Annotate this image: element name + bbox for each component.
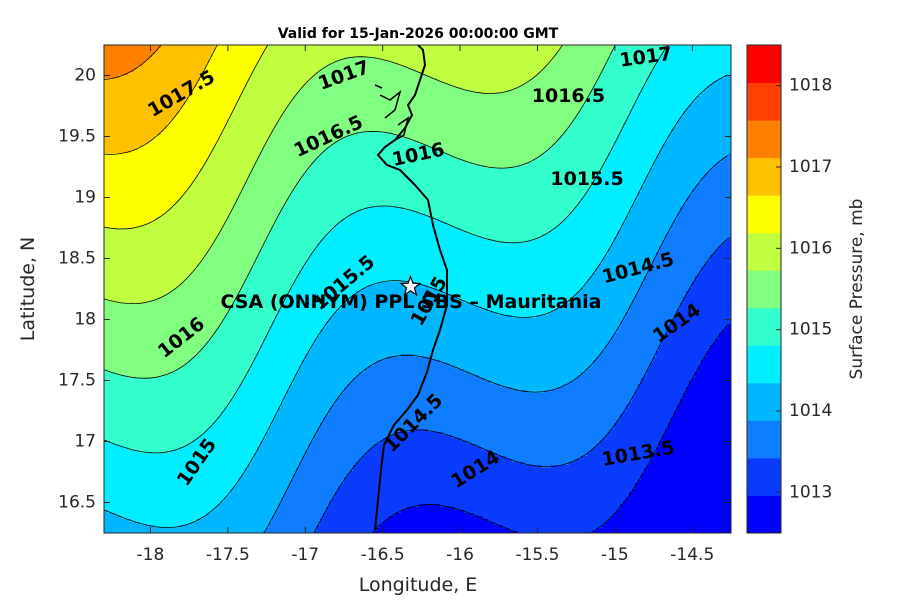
plot-frame <box>103 44 732 534</box>
colorbar: 1013 1014 1015 1016 1017 1018 <box>746 44 832 534</box>
colorbar-tick-label: 1014 <box>789 401 832 421</box>
colorbar-band <box>747 270 781 309</box>
contour-line <box>104 45 218 155</box>
colorbar-band <box>747 195 781 234</box>
colorbar-band <box>747 45 781 84</box>
colorbar-band <box>747 307 781 346</box>
contour-line <box>436 9 512 18</box>
colorbar-band <box>747 82 781 121</box>
contour-line <box>104 45 269 230</box>
x-axis-ticks: -18 -17.5 -17 -16.5 -16 -15.5 -15 -14.5 <box>137 45 714 565</box>
colorbar-band <box>747 345 781 384</box>
y-tick-label: 18.5 <box>58 249 96 269</box>
y-axis-ticks: 16.5 17 17.5 18 18.5 19 19.5 20 <box>58 66 731 513</box>
colorbar-label: Surface Pressure, mb <box>847 199 867 380</box>
colorbar-band <box>747 495 781 534</box>
y-tick-label: 19 <box>74 188 96 208</box>
contour-line <box>104 45 564 305</box>
contour-line <box>104 45 669 454</box>
y-tick-label: 19.5 <box>58 127 96 147</box>
y-tick-label: 17.5 <box>58 371 96 391</box>
x-tick-label: -15.5 <box>515 545 559 565</box>
x-tick-label: -16 <box>446 545 474 565</box>
colorbar-band <box>747 420 781 459</box>
colorbar-tick-label: 1013 <box>789 482 832 502</box>
plot-area: 1017.5 1017 10171016.51016.510161015.51015… <box>104 9 731 533</box>
contour-label: 1015.5 <box>550 168 623 190</box>
contour-line <box>104 45 162 80</box>
colorbar-band <box>747 232 781 271</box>
x-tick-label: -18 <box>137 545 165 565</box>
contour-line <box>104 45 616 379</box>
contour-label: 1016.5 <box>532 85 605 107</box>
contour-line <box>263 155 729 533</box>
y-tick-label: 20 <box>74 66 96 86</box>
x-tick-label: -17 <box>291 545 319 565</box>
y-tick-label: 17 <box>74 432 96 452</box>
site-label: CSA (ONHYM) PPL SBS – Mauritania <box>221 291 602 313</box>
contour-line <box>371 324 729 533</box>
coastline <box>374 45 448 531</box>
coastline-islands <box>374 84 410 143</box>
x-tick-label: -14.5 <box>670 545 714 565</box>
site-marker: CSA (ONHYM) PPL SBS – Mauritania <box>221 274 602 313</box>
colorbar-band <box>747 120 781 159</box>
colorbar-tick-label: 1017 <box>789 157 832 177</box>
x-tick-label: -15 <box>601 545 629 565</box>
colorbar-band <box>747 382 781 421</box>
x-tick-label: -17.5 <box>206 545 250 565</box>
colorbar-tick-label: 1016 <box>789 238 832 258</box>
pressure-bands <box>104 45 731 533</box>
y-axis-label: Latitude, N <box>17 237 39 342</box>
contour-line <box>313 238 729 533</box>
y-tick-label: 16.5 <box>58 493 96 513</box>
colorbar-frame <box>746 44 782 534</box>
colorbar-band <box>747 157 781 196</box>
chart-title: Valid for 15-Jan-2026 00:00:00 GMT <box>278 26 559 42</box>
x-tick-label: -16.5 <box>361 545 405 565</box>
y-tick-label: 18 <box>74 310 96 330</box>
x-axis-label: Longitude, E <box>359 574 478 596</box>
site-star-icon <box>399 274 422 297</box>
colorbar-tick-label: 1018 <box>789 76 832 96</box>
colorbar-tick-label: 1015 <box>789 320 832 340</box>
colorbar-band <box>747 457 781 496</box>
